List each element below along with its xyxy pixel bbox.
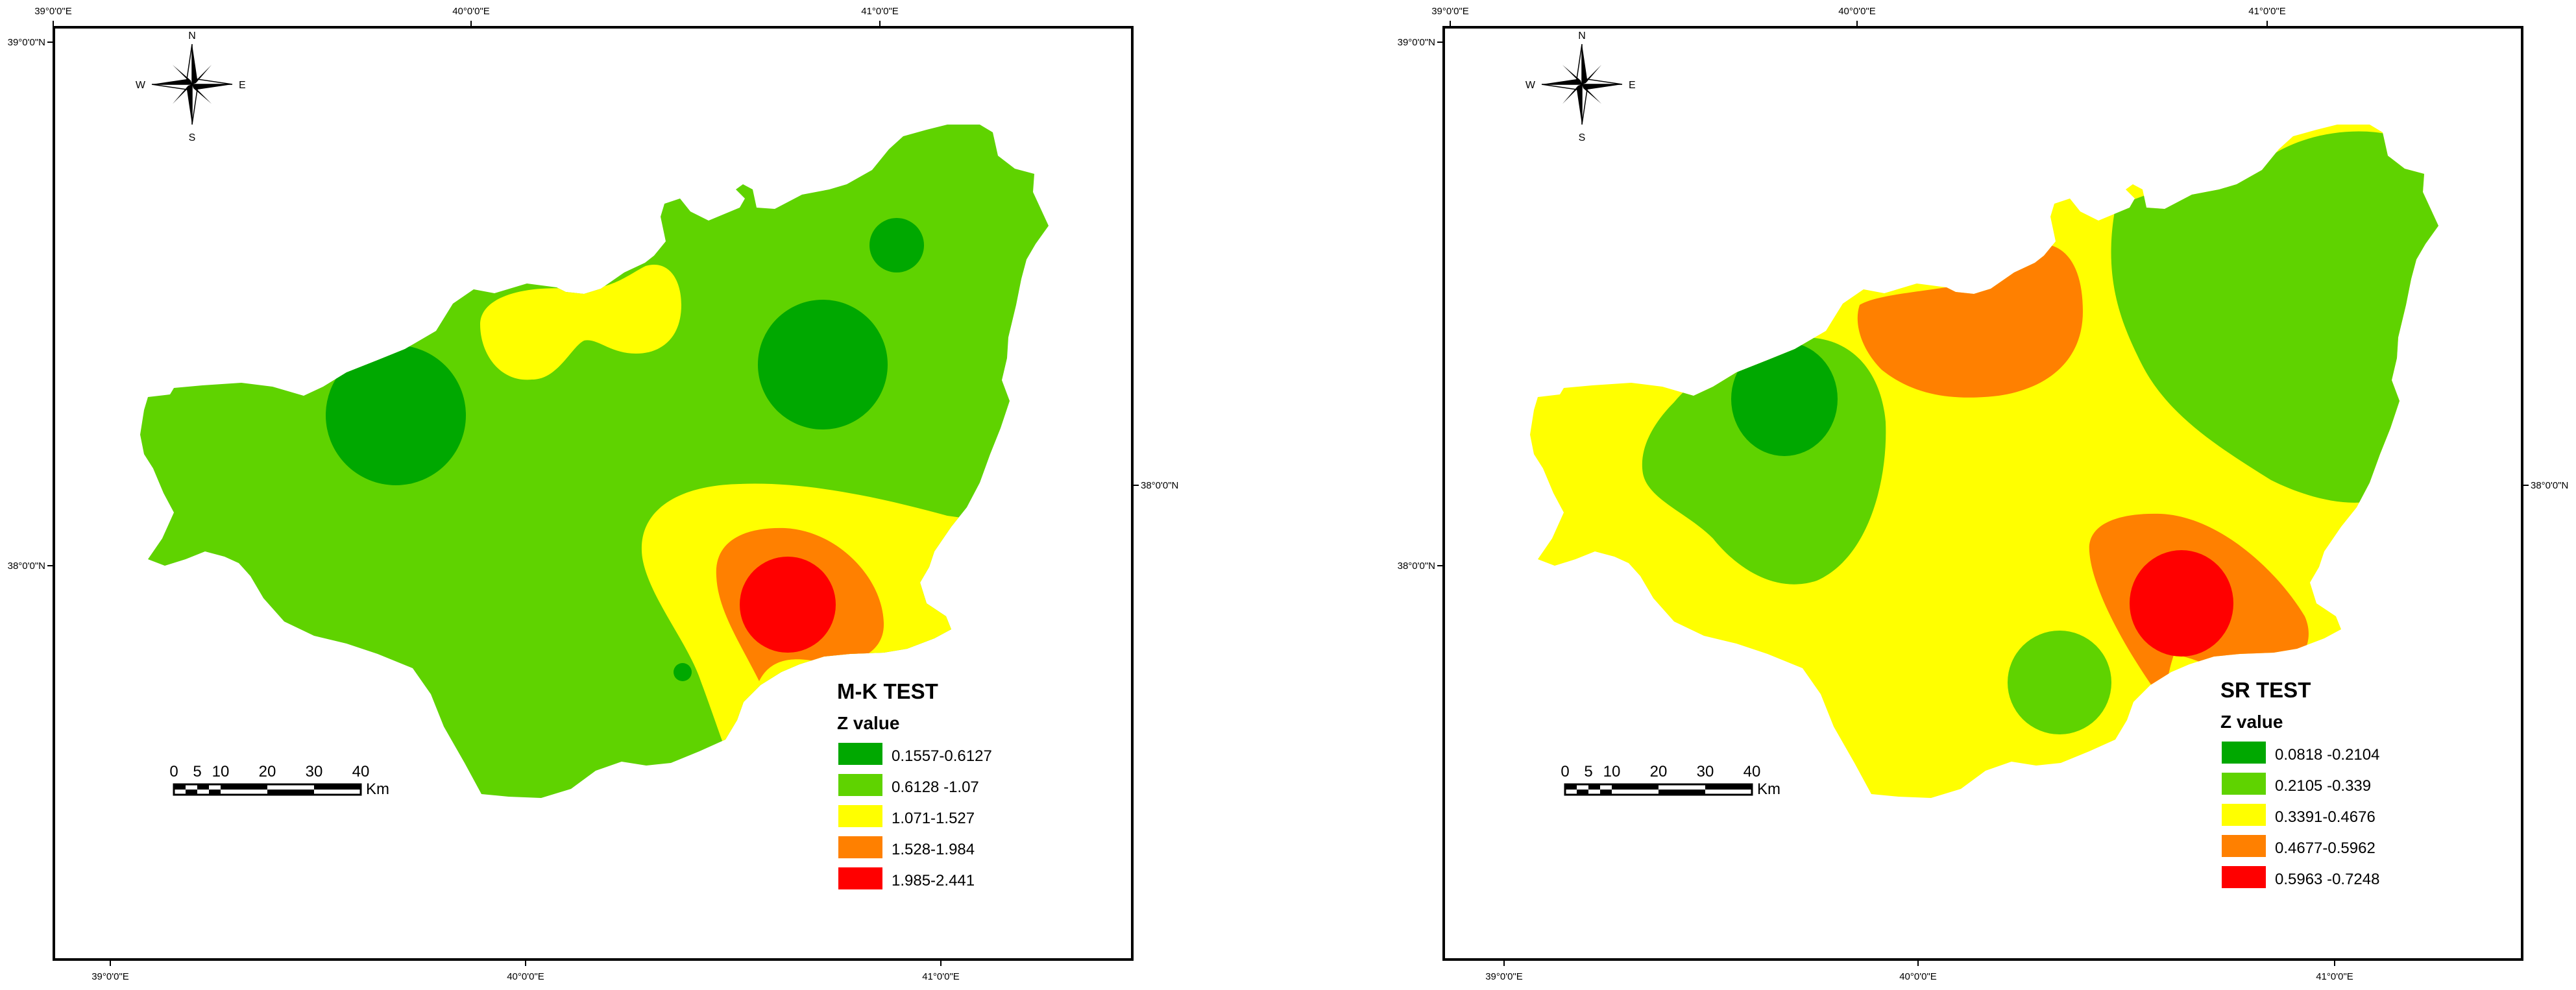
legend-swatch — [838, 743, 882, 765]
lon-label-top-40: 40°0'0"E — [1838, 6, 1876, 17]
legend-label: 1.985-2.441 — [892, 872, 975, 889]
graticule-ticks — [47, 21, 1139, 966]
scale-tick-40: 40 — [1744, 763, 1761, 780]
compass-n-label: N — [188, 30, 196, 42]
scale-tick-10: 10 — [1603, 763, 1621, 780]
scale-bar: 0 5 10 20 30 40 Km — [1561, 763, 1780, 798]
lon-label-bottom-39: 39°0'0"E — [91, 971, 129, 982]
compass-e-label: E — [1629, 80, 1636, 91]
lon-label-bottom-41: 41°0'0"E — [922, 971, 960, 982]
class-zone-orange-north — [1857, 244, 2083, 398]
scale-tick-5: 5 — [1584, 763, 1592, 780]
scale-tick-10: 10 — [212, 763, 230, 780]
compass-s-label: S — [1579, 132, 1586, 143]
north-arrow-icon: N S E W — [1525, 30, 1636, 143]
legend-swatch — [838, 774, 882, 796]
legend-label: 0.2105 -0.339 — [2275, 777, 2371, 795]
scale-tick-5: 5 — [193, 763, 201, 780]
lon-label-bottom-41: 41°0'0"E — [2316, 971, 2353, 982]
legend-swatch — [2222, 804, 2266, 826]
legend: SR TEST Z value 0.0818 -0.2104 0.2105 -0… — [2220, 678, 2379, 888]
north-arrow-icon: N S E W — [136, 30, 246, 143]
class-zone-red — [2130, 550, 2233, 657]
legend-swatch — [2222, 742, 2266, 764]
scale-unit: Km — [366, 780, 389, 798]
lon-label-top-40: 40°0'0"E — [452, 6, 490, 17]
lat-label-left-38: 38°0'0"N — [8, 561, 45, 572]
legend-swatch — [838, 836, 882, 858]
lat-label-left-38: 38°0'0"N — [1398, 561, 1435, 572]
legend-label: 0.6128 -1.07 — [892, 779, 979, 796]
lat-label-left-39: 39°0'0"N — [1398, 37, 1435, 48]
legend-swatch — [838, 805, 882, 827]
scale-tick-20: 20 — [259, 763, 276, 780]
class-zone-darkgreen-northeast — [869, 218, 924, 272]
legend-label: 0.3391-0.4676 — [2275, 808, 2376, 826]
graticule-ticks — [1437, 21, 2529, 966]
legend-label: 0.1557-0.6127 — [892, 747, 992, 765]
lon-label-bottom-40: 40°0'0"E — [1899, 971, 1937, 982]
legend-swatch — [2222, 835, 2266, 857]
legend-title: M-K TEST — [837, 679, 938, 703]
scale-tick-20: 20 — [1650, 763, 1668, 780]
compass-w-label: W — [1525, 80, 1536, 91]
legend-swatch — [838, 867, 882, 889]
compass-n-label: N — [1578, 30, 1586, 42]
legend-label: 1.071-1.527 — [892, 810, 975, 827]
scale-tick-40: 40 — [352, 763, 370, 780]
legend-heading: Z value — [837, 713, 899, 733]
lat-label-right-38: 38°0'0"N — [1141, 480, 1178, 491]
class-zone-darkgreen-east — [758, 300, 888, 429]
scale-tick-0: 0 — [1561, 763, 1569, 780]
lon-label-top-41: 41°0'0"E — [861, 6, 899, 17]
map-panel-mk: 39°0'0"E 40°0'0"E 41°0'0"E 39°0'0"E 40°0… — [8, 6, 1179, 982]
class-zone-green-northeast — [2111, 131, 2438, 503]
class-zone-green-south — [2008, 631, 2111, 734]
legend-title: SR TEST — [2220, 678, 2311, 702]
class-zone-darkgreen-dot — [674, 663, 692, 681]
scale-tick-30: 30 — [306, 763, 323, 780]
lon-label-top-41: 41°0'0"E — [2248, 6, 2286, 17]
map-panel-sr: 39°0'0"E 40°0'0"E 41°0'0"E 39°0'0"E 40°0… — [1398, 6, 2569, 982]
scale-unit: Km — [1757, 780, 1780, 798]
scale-tick-30: 30 — [1697, 763, 1714, 780]
legend-label: 0.5963 -0.7248 — [2275, 871, 2379, 888]
legend: M-K TEST Z value 0.1557-0.6127 0.6128 -1… — [837, 679, 992, 889]
lon-label-top-39: 39°0'0"E — [1431, 6, 1469, 17]
lon-label-bottom-39: 39°0'0"E — [1485, 971, 1523, 982]
lon-label-top-39: 39°0'0"E — [34, 6, 72, 17]
class-zone-red — [740, 557, 836, 653]
legend-heading: Z value — [2220, 712, 2283, 732]
class-zone-darkgreen-west — [1731, 342, 1838, 456]
compass-s-label: S — [189, 132, 196, 143]
scale-tick-0: 0 — [169, 763, 178, 780]
legend-label: 0.4677-0.5962 — [2275, 839, 2376, 857]
legend-label: 0.0818 -0.2104 — [2275, 746, 2379, 764]
lon-label-bottom-40: 40°0'0"E — [507, 971, 544, 982]
class-zone-yellow-north — [480, 265, 681, 380]
legend-label: 1.528-1.984 — [892, 841, 975, 858]
lat-label-left-39: 39°0'0"N — [8, 37, 45, 48]
compass-e-label: E — [239, 80, 246, 91]
scale-bar: 0 5 10 20 30 40 Km — [169, 763, 389, 798]
lat-label-right-38: 38°0'0"N — [2531, 480, 2568, 491]
legend-swatch — [2222, 773, 2266, 795]
legend-swatch — [2222, 866, 2266, 888]
class-zone-darkgreen-west — [326, 345, 466, 485]
compass-w-label: W — [136, 80, 146, 91]
